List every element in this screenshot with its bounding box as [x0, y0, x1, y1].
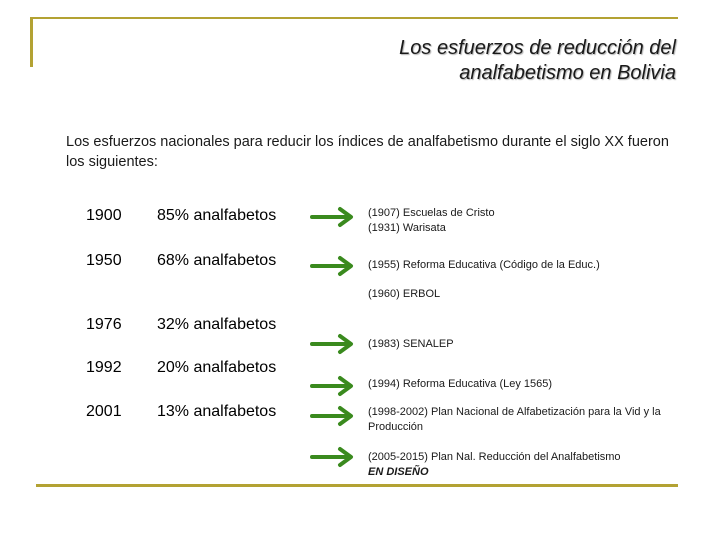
- pct-2001: 13% analfabetos: [157, 403, 277, 420]
- note-line: (1907) Escuelas de Cristo: [368, 207, 495, 219]
- frame-bottom-line: [36, 484, 678, 487]
- right-arrow-icon: [310, 406, 353, 426]
- year-2001: 2001: [86, 403, 122, 420]
- note-1998-2002: (1998-2002) Plan Nacional de Alfabetizac…: [368, 406, 661, 433]
- note-1960: (1960) ERBOL: [368, 288, 441, 300]
- note-1983: (1983) SENALEP: [368, 338, 454, 350]
- frame-left-line: [30, 17, 33, 67]
- status-label: EN DISEÑO: [368, 466, 429, 478]
- page-title: Los esfuerzos de reducción del analfabet…: [236, 36, 676, 86]
- year-1950: 1950: [86, 252, 122, 269]
- pct-1976: 32% analfabetos: [157, 316, 277, 333]
- note-1994: (1994) Reforma Educativa (Ley 1565): [368, 378, 553, 390]
- pct-1950: 68% analfabetos: [157, 252, 277, 269]
- note-2005-2015: (2005-2015) Plan Nal. Reducción del Anal…: [368, 450, 668, 480]
- right-arrow-icon: [310, 376, 353, 396]
- intro-text: Los esfuerzos nacionales para reducir lo…: [66, 134, 669, 170]
- note-line: (1931) Warisata: [368, 222, 446, 234]
- right-arrow-icon: [310, 447, 353, 467]
- note-1907-1931: (1907) Escuelas de Cristo (1931) Warisat…: [368, 206, 668, 236]
- right-arrow-icon: [310, 207, 353, 227]
- year-1976: 1976: [86, 316, 122, 333]
- frame-top-line: [30, 17, 678, 19]
- right-arrow-icon: [310, 334, 353, 354]
- note-1955: (1955) Reforma Educativa (Código de la E…: [368, 259, 600, 271]
- year-1900: 1900: [86, 207, 122, 224]
- pct-1900: 85% analfabetos: [157, 207, 277, 224]
- note-line: (2005-2015) Plan Nal. Reducción del Anal…: [368, 451, 621, 463]
- right-arrow-icon: [310, 256, 353, 276]
- title-line-1: Los esfuerzos de reducción del: [399, 37, 676, 59]
- pct-1992: 20% analfabetos: [157, 359, 277, 376]
- year-1992: 1992: [86, 359, 122, 376]
- title-line-2: analfabetismo en Bolivia: [459, 62, 676, 84]
